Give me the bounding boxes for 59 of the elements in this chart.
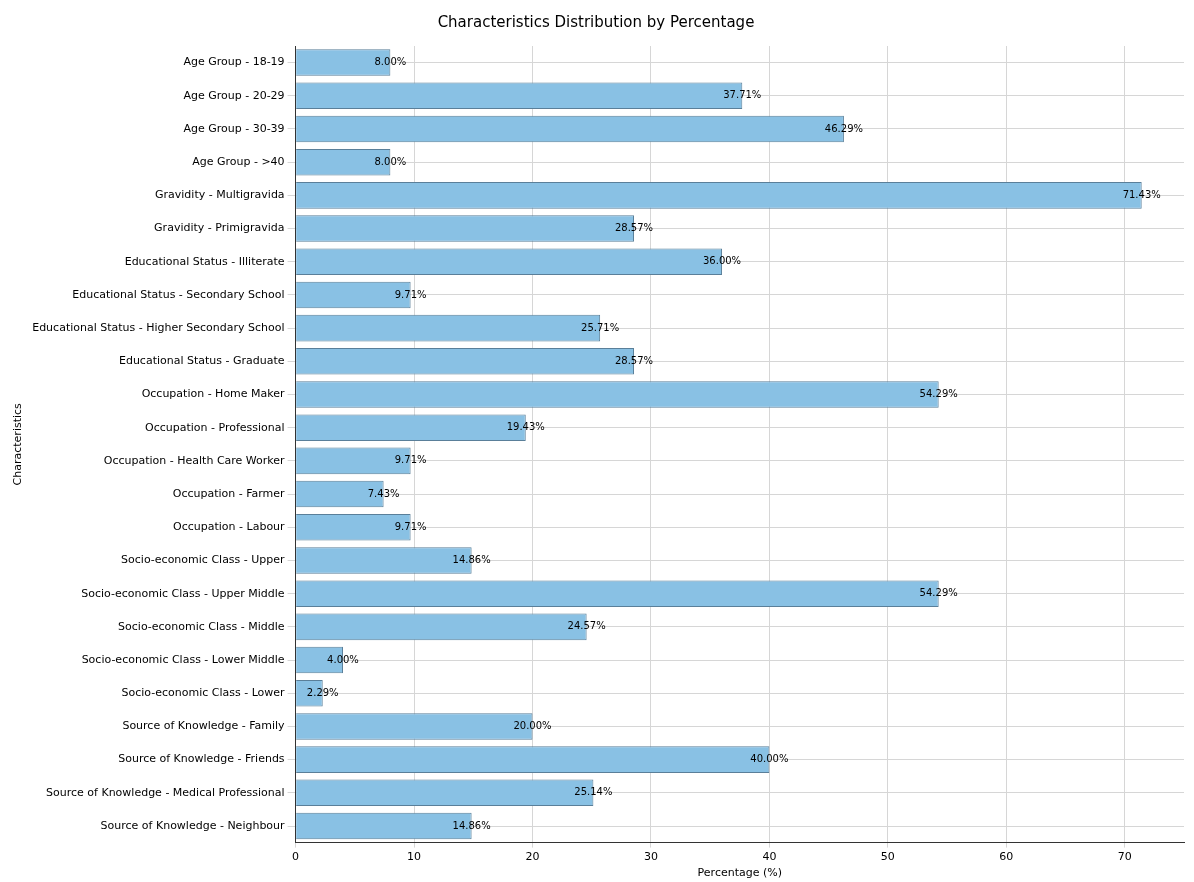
y-tick-label: Age Group - 18-19 bbox=[183, 55, 285, 69]
y-tick-label: Educational Status - Illiterate bbox=[124, 254, 285, 268]
x-axis-title: Percentage (%) bbox=[697, 866, 783, 880]
y-tick-label: Socio-economic Class - Lower bbox=[121, 686, 286, 700]
y-tick-label: Occupation - Home Maker bbox=[141, 387, 286, 401]
data-label: 8.00% bbox=[374, 56, 407, 68]
y-tick-label: Educational Status - Higher Secondary School bbox=[32, 320, 285, 334]
x-tick-label: 50 bbox=[880, 850, 895, 864]
x-tick-label: 60 bbox=[999, 850, 1014, 864]
data-label: 14.86% bbox=[452, 554, 491, 566]
y-tick-label: Source of Knowledge - Friends bbox=[118, 752, 285, 766]
x-tick-label: 0 bbox=[292, 850, 300, 864]
data-label: 24.57% bbox=[567, 620, 606, 632]
y-tick-label: Occupation - Health Care Worker bbox=[103, 453, 286, 467]
y-tick-label: Educational Status - Secondary School bbox=[72, 287, 285, 301]
y-tick-label: Source of Knowledge - Neighbour bbox=[100, 818, 286, 832]
y-tick-label: Socio-economic Class - Lower Middle bbox=[81, 652, 285, 666]
data-label: 28.57% bbox=[614, 354, 654, 366]
data-label: 54.29% bbox=[919, 587, 958, 599]
data-label: 4.00% bbox=[327, 653, 359, 665]
x-tick-label: 40 bbox=[762, 850, 777, 864]
data-label: 37.71% bbox=[723, 89, 762, 101]
y-tick-label: Age Group - >40 bbox=[192, 155, 285, 169]
y-tick-label: Socio-economic Class - Upper Middle bbox=[81, 586, 285, 600]
x-tick-label: 30 bbox=[643, 850, 658, 864]
x-tick-label: 20 bbox=[525, 850, 540, 864]
data-label: 9.71% bbox=[394, 454, 427, 466]
data-label: 19.43% bbox=[506, 421, 545, 433]
data-label: 25.71% bbox=[581, 321, 620, 333]
data-label: 46.29% bbox=[824, 122, 863, 134]
y-tick-label: Source of Knowledge - Medical Professional bbox=[46, 785, 285, 799]
data-label: 54.29% bbox=[919, 388, 958, 400]
y-tick-label: Occupation - Farmer bbox=[172, 486, 286, 500]
data-label: 8.00% bbox=[374, 155, 407, 167]
data-label: 2.29% bbox=[306, 686, 339, 698]
data-label: 71.43% bbox=[1122, 188, 1161, 200]
y-tick-label: Age Group - 20-29 bbox=[183, 88, 285, 102]
y-tick-label: Socio-economic Class - Upper bbox=[121, 553, 286, 567]
x-tick-label: 10 bbox=[407, 850, 422, 864]
data-label: 20.00% bbox=[513, 720, 552, 732]
y-tick-label: Gravidity - Multigravida bbox=[155, 188, 285, 202]
data-label: 7.43% bbox=[367, 487, 400, 499]
data-label: 36.00% bbox=[702, 255, 742, 267]
data-label: 14.86% bbox=[452, 819, 491, 831]
x-tick-label: 70 bbox=[1117, 850, 1132, 864]
data-label: 9.71% bbox=[394, 520, 427, 532]
y-tick-label: Educational Status - Graduate bbox=[118, 354, 285, 368]
y-axis-title: Characteristics bbox=[11, 402, 25, 486]
y-tick-label: Source of Knowledge - Family bbox=[122, 719, 286, 733]
data-label: 40.00% bbox=[750, 753, 789, 765]
data-label: 28.57% bbox=[614, 222, 654, 234]
chart-title: Characteristics Distribution by Percentage bbox=[437, 12, 755, 31]
y-tick-label: Gravidity - Primigravida bbox=[154, 221, 285, 235]
data-label: 25.14% bbox=[574, 786, 613, 798]
y-tick-label: Socio-economic Class - Middle bbox=[118, 619, 285, 633]
data-label: 9.71% bbox=[394, 288, 427, 300]
y-tick-label: Occupation - Labour bbox=[173, 520, 286, 534]
y-tick-label: Age Group - 30-39 bbox=[183, 121, 285, 135]
y-tick-label: Occupation - Professional bbox=[145, 420, 285, 434]
